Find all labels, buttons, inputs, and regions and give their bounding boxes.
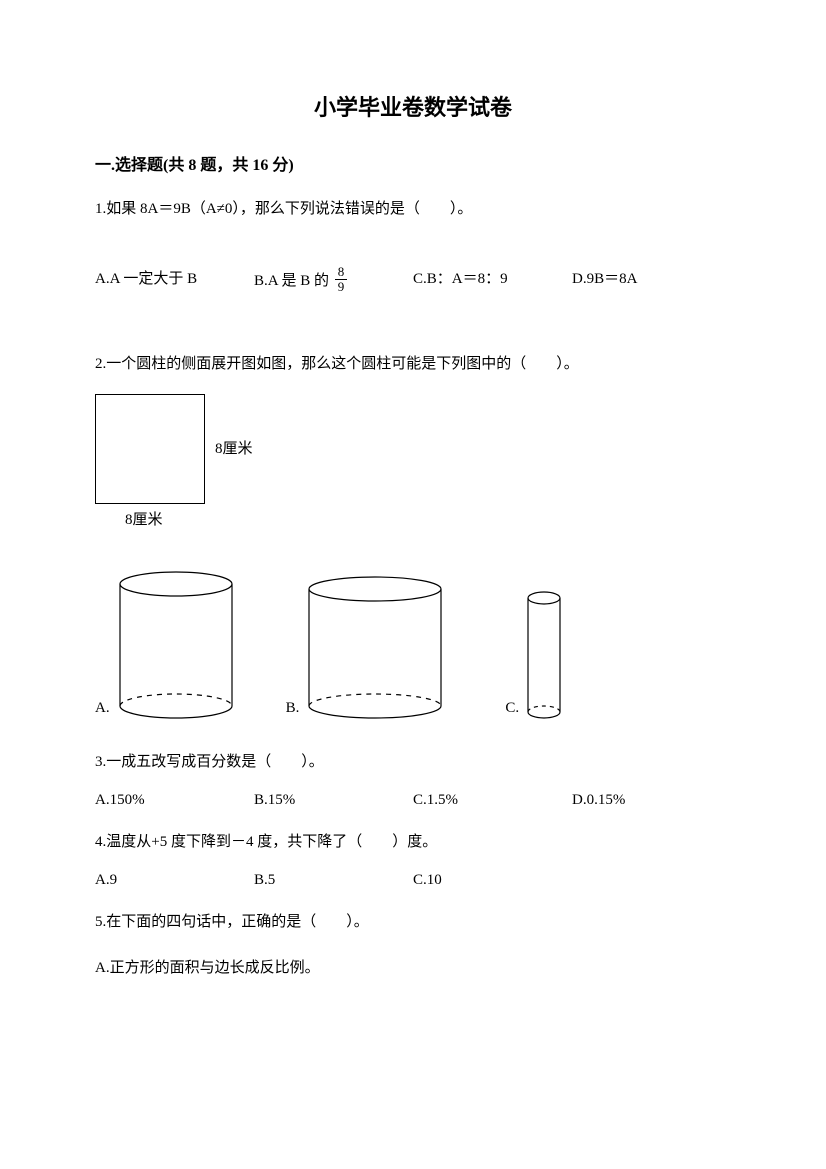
q1-option-d: D.9B＝8A xyxy=(572,267,731,297)
q2-option-b: B. xyxy=(286,575,446,720)
cylinder-b-icon xyxy=(305,575,445,720)
cylinder-a-icon xyxy=(116,570,236,720)
section-1-header: 一.选择题(共 8 题，共 16 分) xyxy=(95,153,731,179)
q4-option-a: A.9 xyxy=(95,868,254,892)
q4-options: A.9 B.5 C.10 xyxy=(95,868,731,892)
q3-options: A.150% B.15% C.1.5% D.0.15% xyxy=(95,788,731,812)
square-side-label: 8厘米 xyxy=(215,437,253,461)
q5-option-a: A.正方形的面积与边长成反比例。 xyxy=(95,956,731,980)
q2-option-b-label: B. xyxy=(286,696,300,720)
square-figure: 8厘米 xyxy=(95,394,731,504)
question-1: 1.如果 8A＝9B（A≠0），那么下列说法错误的是（ ）。 xyxy=(95,197,731,221)
question-2: 2.一个圆柱的侧面展开图如图，那么这个圆柱可能是下列图中的（ ）。 8厘米 8厘… xyxy=(95,352,731,720)
q5-text: 5.在下面的四句话中，正确的是（ ）。 xyxy=(95,910,731,934)
q4-option-c: C.10 xyxy=(413,868,572,892)
q3-text: 3.一成五改写成百分数是（ ）。 xyxy=(95,750,731,774)
square-bottom-label: 8厘米 xyxy=(125,508,731,532)
q3-option-d: D.0.15% xyxy=(572,788,731,812)
q2-option-c: C. xyxy=(505,590,563,720)
fraction-denominator: 9 xyxy=(335,280,348,294)
fraction-8-9: 8 9 xyxy=(335,265,348,295)
page-title: 小学毕业卷数学试卷 xyxy=(95,90,731,125)
fraction-numerator: 8 xyxy=(335,265,348,280)
q4-option-b: B.5 xyxy=(254,868,413,892)
cylinder-options: A. B. C. xyxy=(95,570,731,720)
q1-text: 1.如果 8A＝9B（A≠0），那么下列说法错误的是（ ）。 xyxy=(95,197,731,221)
q4-text: 4.温度从+5 度下降到－4 度，共下降了（ ）度。 xyxy=(95,830,731,854)
q1-option-a: A.A 一定大于 B xyxy=(95,267,254,297)
q1-option-b-prefix: B.A 是 B 的 xyxy=(254,273,333,289)
q2-option-c-label: C. xyxy=(505,696,519,720)
cylinder-c-icon xyxy=(525,590,563,720)
q2-option-a-label: A. xyxy=(95,696,110,720)
q3-option-b: B.15% xyxy=(254,788,413,812)
q4-option-d-empty xyxy=(572,868,731,892)
q2-option-a: A. xyxy=(95,570,236,720)
square-box xyxy=(95,394,205,504)
q2-text: 2.一个圆柱的侧面展开图如图，那么这个圆柱可能是下列图中的（ ）。 xyxy=(95,352,731,376)
q1-options: A.A 一定大于 B B.A 是 B 的 8 9 C.B：A＝8：9 D.9B＝… xyxy=(95,267,731,297)
q3-option-a: A.150% xyxy=(95,788,254,812)
q1-option-c: C.B：A＝8：9 xyxy=(413,267,572,297)
q1-option-b: B.A 是 B 的 8 9 xyxy=(254,267,413,297)
q3-option-c: C.1.5% xyxy=(413,788,572,812)
